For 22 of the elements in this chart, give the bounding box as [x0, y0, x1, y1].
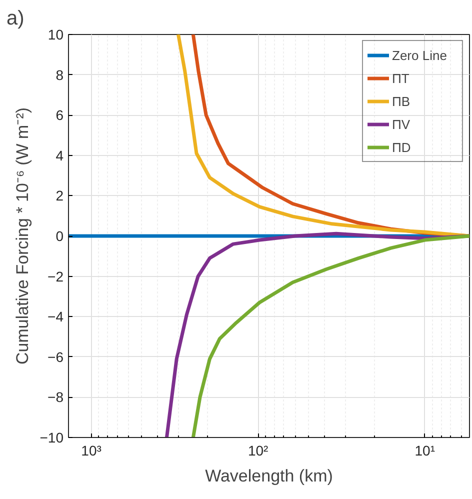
legend-label: ΠV [392, 116, 412, 132]
y-tick-label: −2 [48, 268, 64, 284]
x-tick-label: 10³ [81, 442, 102, 458]
y-tick-label: −8 [48, 389, 64, 406]
y-tick-label: 8 [56, 66, 64, 83]
y-tick-label: 6 [56, 107, 64, 124]
y-tick-label: −4 [48, 308, 64, 325]
legend-label: ΠT [392, 70, 410, 86]
x-tick-label: 10¹ [414, 442, 436, 458]
y-tick-label: 10 [48, 26, 64, 42]
legend-label: Zero Line [392, 48, 448, 62]
x-tick-label: 10² [248, 442, 269, 458]
y-tick-label: 4 [56, 147, 64, 164]
legend-label: ΠB [392, 94, 412, 108]
legend-label: ΠD [392, 140, 412, 154]
y-axis-title: Cumulative Forcing * 10⁻⁶ (W m⁻²) [12, 107, 32, 365]
y-tick-label: −10 [40, 430, 64, 446]
y-tick-label: −6 [48, 348, 64, 365]
y-tick-label: 2 [56, 188, 64, 204]
x-axis-title: Wavelength (km) [205, 466, 333, 486]
y-tick-label: 0 [56, 228, 64, 244]
chart-title: a) [6, 8, 24, 30]
